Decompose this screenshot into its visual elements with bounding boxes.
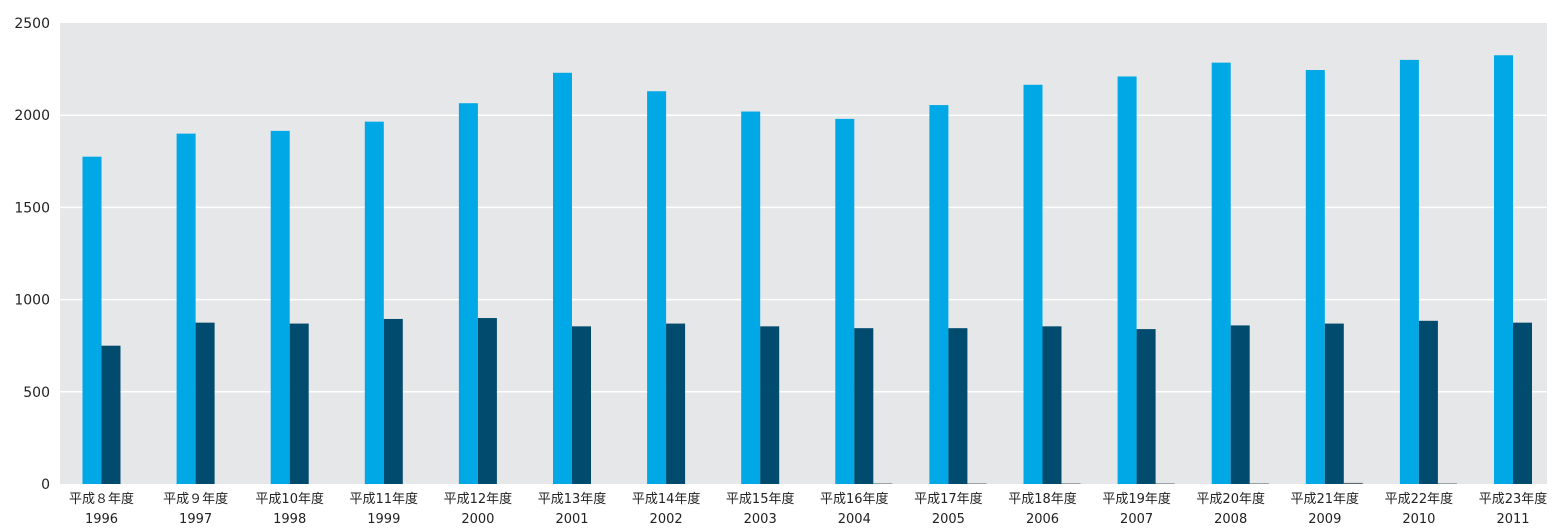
y-tick-label: 2000: [14, 108, 50, 124]
bar-series-2: [477, 318, 497, 484]
bar-series-2: [760, 326, 780, 484]
bar-series-3: [1155, 483, 1175, 484]
x-category-label-nengo: 平成14年度: [632, 491, 701, 507]
bar-series-1: [82, 156, 102, 484]
y-tick-label: 500: [23, 385, 50, 401]
bar-series-2: [1230, 325, 1250, 484]
x-category-label-nengo: 平成19年度: [1102, 491, 1171, 507]
y-tick-label: 2500: [14, 16, 50, 32]
x-category-label-year: 2000: [461, 512, 494, 527]
y-axis-tick-labels: 0 500 1000 1500 2000 2500: [14, 16, 50, 493]
x-category-label-year: 1997: [179, 512, 212, 527]
x-category-label-nengo: 平成22年度: [1385, 491, 1454, 507]
bar-series-2: [572, 326, 591, 484]
bar-series-1: [1305, 70, 1325, 484]
bar-series-1: [1211, 62, 1231, 485]
x-category-label-nengo: 平成17年度: [914, 491, 983, 507]
bar-series-1: [176, 133, 196, 484]
bar-series-3: [967, 483, 987, 484]
x-category-label-year: 2010: [1402, 512, 1435, 527]
x-category-label-nengo: 平成12年度: [444, 491, 513, 507]
bar-series-1: [270, 130, 290, 484]
y-tick-label: 1500: [14, 200, 50, 216]
bar-series-1: [1023, 84, 1043, 485]
x-category-label-year: 2006: [1026, 512, 1059, 527]
bar-series-2: [383, 318, 403, 484]
bar-series-2: [1042, 326, 1062, 484]
x-category-label-year: 2008: [1214, 512, 1247, 527]
bar-series-1: [458, 103, 478, 485]
bar-series-2: [1513, 322, 1532, 484]
bar-series-2: [854, 328, 874, 484]
x-category-label-nengo: 平成15年度: [726, 491, 795, 507]
bar-series-1: [1117, 76, 1137, 484]
x-category-label-nengo: 平成23年度: [1479, 491, 1548, 507]
x-category-label-nengo: 平成11年度: [350, 491, 419, 507]
x-category-label-year: 2007: [1120, 512, 1153, 527]
bar-series-2: [666, 323, 686, 484]
bar-series-1: [1399, 59, 1419, 484]
bar-series-3: [1437, 483, 1457, 484]
bar-series-3: [873, 483, 893, 484]
bar-series-1: [647, 91, 667, 484]
bar-series-1: [835, 118, 855, 484]
x-category-label-year: 2003: [744, 512, 777, 527]
bar-series-1: [929, 105, 949, 485]
x-category-label-nengo: 平成９年度: [163, 491, 228, 507]
x-category-label-year: 2005: [932, 512, 965, 527]
bar-series-2: [101, 345, 121, 484]
x-category-label-year: 2011: [1496, 512, 1529, 527]
bar-series-1: [741, 111, 761, 485]
bars: [82, 55, 1532, 485]
bar-series-1: [1494, 55, 1513, 485]
y-tick-label: 1000: [14, 293, 50, 309]
x-category-label-nengo: 平成16年度: [820, 491, 889, 507]
bar-series-3: [1343, 482, 1363, 484]
bar-series-1: [553, 72, 572, 485]
bar-series-2: [1136, 329, 1156, 484]
x-category-label-nengo: 平成18年度: [1008, 491, 1077, 507]
bar-series-2: [195, 322, 215, 484]
x-category-label-nengo: 平成20年度: [1196, 491, 1265, 507]
bar-series-2: [1418, 320, 1438, 484]
x-category-label-year: 1996: [85, 512, 118, 527]
x-category-label-year: 2002: [650, 512, 683, 527]
x-category-label-year: 2009: [1308, 512, 1341, 527]
bar-series-2: [289, 323, 309, 484]
x-category-label-nengo: 平成10年度: [255, 491, 324, 507]
bar-series-1: [364, 121, 384, 485]
x-category-label-nengo: 平成13年度: [538, 491, 607, 507]
x-category-label-year: 2001: [555, 512, 588, 527]
x-category-label-year: 2004: [838, 512, 871, 527]
bar-series-2: [948, 328, 968, 484]
y-tick-label: 0: [41, 477, 50, 493]
x-category-label-nengo: 平成21年度: [1291, 491, 1360, 507]
bar-series-3: [1249, 483, 1269, 484]
x-category-label-nengo: 平成８年度: [69, 491, 134, 507]
bar-series-2: [1324, 323, 1344, 484]
x-category-label-year: 1999: [367, 512, 400, 527]
x-category-label-year: 1998: [273, 512, 306, 527]
bar-series-3: [1061, 483, 1081, 484]
x-axis-category-labels: 平成８年度 1996 平成９年度 1997 平成10年度 1998 平成11年度 1999 平成…: [69, 491, 1547, 527]
